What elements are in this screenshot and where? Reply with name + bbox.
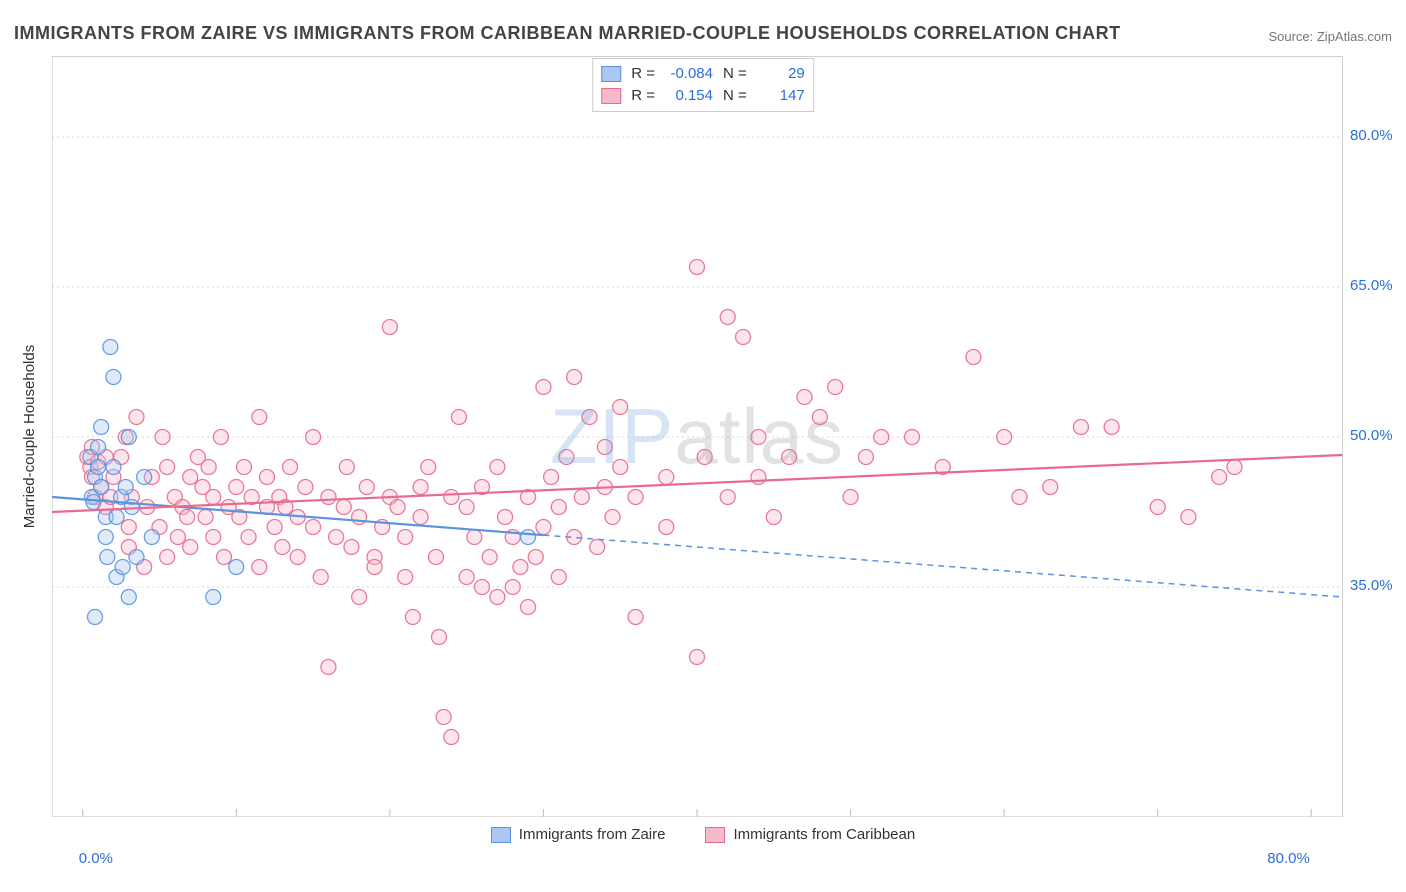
legend-n-value-caribbean: 147 (757, 85, 805, 107)
x-tick-label: 80.0% (1267, 850, 1310, 867)
y-tick-label: 65.0% (1350, 277, 1393, 294)
source-name: ZipAtlas.com (1317, 29, 1392, 44)
y-tick-label: 35.0% (1350, 577, 1393, 594)
source-prefix: Source: (1268, 29, 1316, 44)
legend-row-zaire: R = -0.084 N = 29 (601, 63, 805, 85)
legend-item-zaire: Immigrants from Zaire (491, 826, 666, 843)
plot-area (52, 56, 1343, 817)
legend-row-caribbean: R = 0.154 N = 147 (601, 85, 805, 107)
y-tick-label: 80.0% (1350, 127, 1393, 144)
legend-n-label: N = (723, 85, 747, 107)
correlation-legend: R = -0.084 N = 29 R = 0.154 N = 147 (592, 58, 814, 112)
x-tick-label: 0.0% (79, 850, 113, 867)
y-tick-label: 50.0% (1350, 427, 1393, 444)
legend-r-value-caribbean: 0.154 (665, 85, 713, 107)
y-axis-label-container: Married-couple Households (18, 56, 42, 816)
legend-r-label: R = (631, 63, 655, 85)
legend-n-label: N = (723, 63, 747, 85)
legend-swatch-caribbean (705, 827, 725, 843)
legend-swatch-zaire (601, 66, 621, 82)
source-label: Source: ZipAtlas.com (1268, 29, 1392, 44)
legend-n-value-zaire: 29 (757, 63, 805, 85)
legend-swatch-caribbean (601, 88, 621, 104)
legend-label-caribbean: Immigrants from Caribbean (733, 826, 915, 843)
series-legend: Immigrants from Zaire Immigrants from Ca… (0, 826, 1406, 843)
legend-item-caribbean: Immigrants from Caribbean (705, 826, 915, 843)
legend-r-label: R = (631, 85, 655, 107)
legend-r-value-zaire: -0.084 (665, 63, 713, 85)
chart-title: IMMIGRANTS FROM ZAIRE VS IMMIGRANTS FROM… (14, 23, 1121, 44)
y-axis-label: Married-couple Households (22, 344, 39, 527)
header-bar: IMMIGRANTS FROM ZAIRE VS IMMIGRANTS FROM… (14, 14, 1392, 44)
scatter-svg (52, 57, 1342, 817)
legend-label-zaire: Immigrants from Zaire (519, 826, 666, 843)
legend-swatch-zaire (491, 827, 511, 843)
